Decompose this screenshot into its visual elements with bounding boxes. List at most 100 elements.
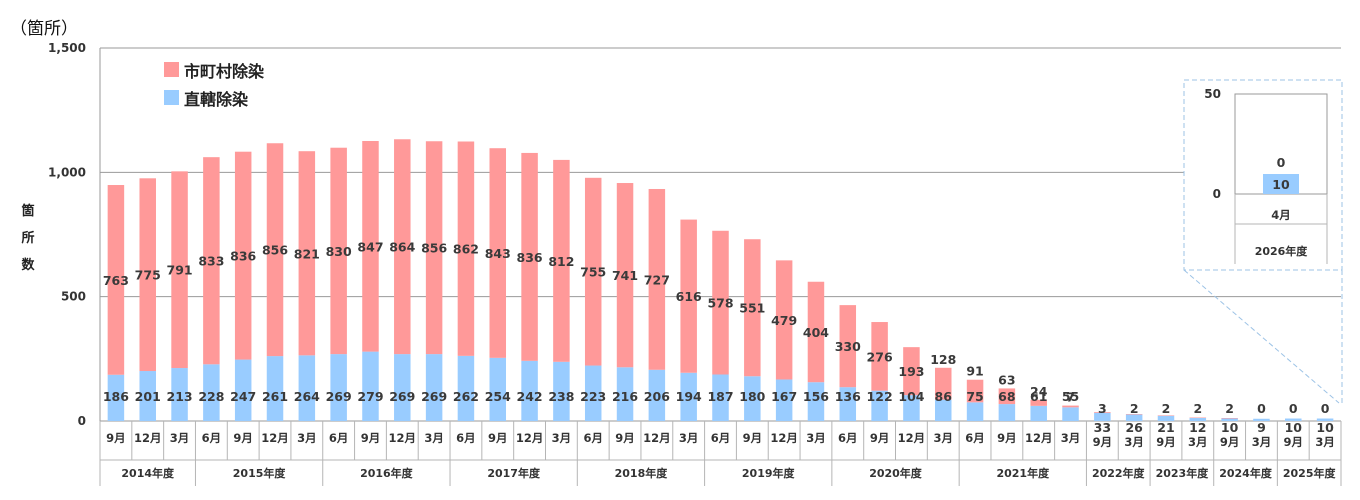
bar-direct xyxy=(1221,418,1238,421)
data-label-direct: 279 xyxy=(357,389,383,404)
data-label-municipal: 833 xyxy=(198,254,224,269)
data-label-direct: 55 xyxy=(1062,389,1079,404)
data-label-municipal: 755 xyxy=(580,265,606,280)
bar-municipal xyxy=(171,171,188,369)
data-label-municipal: 3 xyxy=(1098,401,1107,416)
data-label-municipal: 24 xyxy=(1030,384,1048,399)
x-tick-label: 6月 xyxy=(965,431,985,445)
x-tick-label: 9月 xyxy=(870,431,890,445)
data-label-direct: 21 xyxy=(1157,420,1174,435)
bar-direct xyxy=(1094,412,1111,421)
x-tick-label: 9月 xyxy=(1284,435,1304,449)
bar-municipal xyxy=(616,183,634,368)
inset-x-tick-label: 4月 xyxy=(1271,208,1291,222)
bar-municipal xyxy=(521,152,538,361)
data-label-municipal: 856 xyxy=(262,243,288,258)
bar-direct xyxy=(1157,415,1175,421)
data-label-municipal: 836 xyxy=(517,250,543,265)
bar-direct xyxy=(107,374,125,421)
bar-direct xyxy=(203,364,220,421)
data-label-municipal: 404 xyxy=(803,325,829,340)
fiscal-year-label: 2020年度 xyxy=(869,466,923,480)
inset-fiscal-year-label: 2026年度 xyxy=(1255,244,1309,258)
bar-direct xyxy=(139,371,156,421)
bar-direct xyxy=(839,387,857,421)
bar-municipal xyxy=(966,379,984,403)
data-label-municipal: 791 xyxy=(167,263,193,278)
x-tick-label: 9月 xyxy=(1156,435,1176,449)
inset-y-tick-label: 50 xyxy=(1204,87,1221,101)
x-tick-label: 9月 xyxy=(1093,435,1113,449)
inset-plot: 0 50 0 10 4月 2026年度 xyxy=(1183,79,1343,404)
data-label-direct: 269 xyxy=(326,389,352,404)
inset-data-label-municipal: 0 xyxy=(1277,155,1286,170)
data-label-municipal: 847 xyxy=(357,239,383,254)
data-label-direct: 180 xyxy=(739,389,765,404)
data-label-direct: 122 xyxy=(867,389,893,404)
data-label-direct: 186 xyxy=(103,389,129,404)
data-label-direct: 9 xyxy=(1257,420,1266,435)
bar-direct xyxy=(171,368,188,421)
bar-municipal xyxy=(457,141,475,356)
y-tick-label: 1,500 xyxy=(48,41,86,55)
data-label-municipal: 2 xyxy=(1162,401,1171,416)
legend-swatch-direct xyxy=(164,90,179,105)
inset-connector xyxy=(1183,269,1340,404)
bar-municipal xyxy=(553,159,570,362)
bar-direct xyxy=(1285,418,1302,421)
x-tick-label: 3月 xyxy=(1124,435,1144,449)
legend-swatch-municipal xyxy=(164,62,179,77)
fiscal-year-label: 2015年度 xyxy=(233,466,287,480)
data-label-direct: 238 xyxy=(548,389,574,404)
data-label-direct: 269 xyxy=(421,389,447,404)
fiscal-year-label: 2022年度 xyxy=(1092,466,1146,480)
data-label-municipal: 0 xyxy=(1257,401,1266,416)
bar-municipal xyxy=(1030,399,1047,406)
data-label-municipal: 276 xyxy=(867,349,893,364)
bar-municipal xyxy=(139,178,156,372)
data-label-direct: 216 xyxy=(612,389,638,404)
data-label-municipal: 775 xyxy=(135,268,161,283)
x-tick-label: 12月 xyxy=(898,431,926,445)
bar-municipal xyxy=(234,151,252,360)
y-tick-label: 0 xyxy=(78,414,86,428)
data-label-municipal: 864 xyxy=(389,240,415,255)
data-label-direct: 26 xyxy=(1125,420,1143,435)
data-label-direct: 269 xyxy=(389,389,415,404)
x-tick-label: 12月 xyxy=(261,431,289,445)
inset-bar-direct xyxy=(1263,174,1299,194)
data-label-direct: 228 xyxy=(198,389,224,404)
y-axis-label-char: 箇 xyxy=(21,203,34,219)
data-label-municipal: 2 xyxy=(1130,401,1139,416)
bar-municipal xyxy=(648,188,666,370)
bar-municipal xyxy=(712,230,729,375)
bar-direct xyxy=(457,355,475,421)
data-label-municipal: 330 xyxy=(835,339,861,354)
bar-direct xyxy=(807,382,825,421)
bar-municipal xyxy=(1094,412,1111,413)
y-axis-label-char: 数 xyxy=(21,257,35,273)
bar-municipal xyxy=(680,219,697,373)
unit-label: （箇所） xyxy=(10,19,78,39)
data-label-direct: 261 xyxy=(262,389,288,404)
bar-municipal xyxy=(425,141,443,355)
bar-direct xyxy=(330,354,347,421)
bar-direct xyxy=(1253,418,1270,421)
bar-direct xyxy=(1062,407,1079,421)
x-tick-label: 3月 xyxy=(933,431,953,445)
bar-municipal xyxy=(744,239,761,377)
data-label-municipal: 856 xyxy=(421,241,447,256)
x-tick-label: 12月 xyxy=(1025,431,1053,445)
data-label-municipal: 7 xyxy=(1066,390,1075,405)
x-tick-label: 3月 xyxy=(1188,435,1208,449)
data-label-municipal: 2 xyxy=(1193,401,1202,416)
x-tick-label: 9月 xyxy=(997,431,1017,445)
x-tick-label: 12月 xyxy=(389,431,417,445)
data-label-municipal: 821 xyxy=(294,246,320,261)
bar-municipal xyxy=(330,147,347,355)
data-label-direct: 254 xyxy=(485,389,511,404)
data-label-municipal: 727 xyxy=(644,272,670,287)
bar-direct xyxy=(489,357,507,421)
data-label-direct: 213 xyxy=(167,389,193,404)
